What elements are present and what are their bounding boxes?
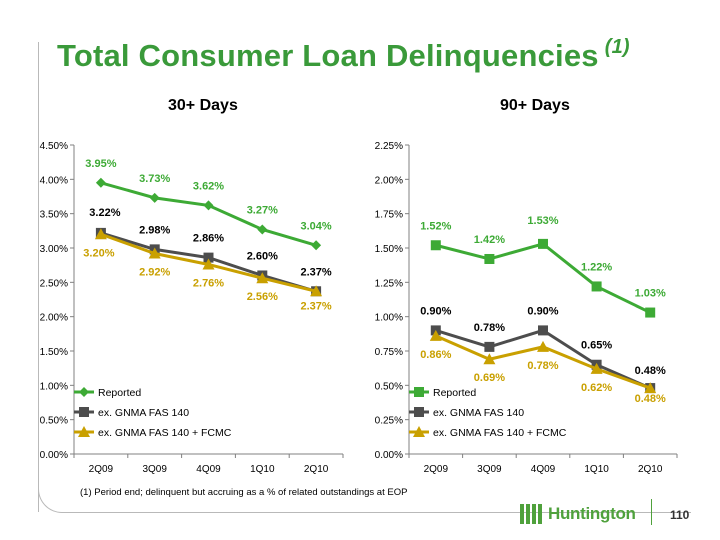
y-tick-label: 1.00% (40, 381, 68, 392)
legend-entry: ex. GNMA FAS 140 + FCMC (98, 427, 232, 439)
y-tick-label: 4.00% (40, 175, 68, 186)
y-tick-label: 3.00% (40, 244, 68, 255)
x-tick-label: 1Q10 (250, 464, 275, 475)
data-label: 3.20% (83, 247, 114, 259)
chart-90-days-title: 90+ Days (500, 97, 570, 114)
slide-frame-bottom (38, 438, 691, 513)
data-label: 2.37% (300, 300, 331, 312)
data-label: 3.73% (139, 173, 170, 185)
data-label: 3.95% (85, 158, 116, 170)
y-tick-label: 0.50% (40, 416, 68, 427)
title-footnote-ref: (1) (604, 36, 630, 58)
data-label: 2.37% (300, 266, 331, 278)
footnote: (1) Period end; delinquent but accruing … (80, 487, 408, 498)
data-point (203, 200, 214, 211)
data-point (203, 252, 214, 263)
slide-title: Total Consumer Loan Delinquencies (1) (57, 36, 630, 74)
x-tick-label: 4Q09 (196, 464, 221, 475)
legend-marker (79, 387, 89, 397)
data-label: 2.86% (193, 233, 224, 245)
data-point (94, 228, 107, 240)
data-point (311, 240, 322, 251)
data-point (256, 272, 269, 284)
slide-frame-top (38, 42, 719, 512)
data-label: 2.76% (193, 277, 224, 289)
x-tick-label: 3Q09 (142, 464, 167, 475)
x-tick-label: 2Q10 (304, 464, 329, 475)
data-point (148, 247, 161, 259)
data-label: 2.92% (139, 266, 170, 278)
data-label: 3.04% (300, 220, 331, 232)
logo-separator (651, 499, 652, 525)
chart-30-days: 0.00% 0.50% 1.00% 1.50% 2.00% 2.50% 3.00% 3.50%… (40, 141, 344, 475)
data-label: 2.98% (139, 224, 170, 236)
legend-entry: ex. GNMA FAS 140 (98, 407, 189, 419)
y-tick-label: 4.50% (40, 141, 68, 152)
legend-marker (79, 407, 89, 417)
legend-entry: Reported (98, 387, 141, 399)
page-number: 110 (670, 508, 690, 522)
data-point (202, 258, 215, 270)
y-tick-label: 2.00% (40, 313, 68, 324)
y-tick-label: 0.00% (40, 450, 68, 461)
data-point (257, 224, 268, 235)
y-tick-label: 3.50% (40, 210, 68, 221)
data-label: 3.27% (247, 204, 278, 216)
y-tick-label: 2.50% (40, 278, 68, 289)
logo-text: Huntington (548, 504, 636, 523)
y-tick-label: 1.50% (40, 347, 68, 358)
data-label: 3.62% (193, 180, 224, 192)
data-label: 2.60% (247, 250, 278, 262)
data-label: 3.22% (89, 207, 120, 219)
data-point (310, 285, 323, 297)
x-tick-label: 2Q09 (89, 464, 114, 475)
data-label: 2.56% (247, 291, 278, 303)
huntington-logo: Huntington (520, 504, 636, 524)
data-point (95, 177, 106, 188)
chart-30-days-title: 30+ Days (168, 97, 238, 114)
legend-marker (78, 426, 90, 437)
slide-title-text: Total Consumer Loan Delinquencies (57, 38, 599, 73)
data-point (149, 192, 160, 203)
logo-mark-icon (520, 504, 542, 524)
